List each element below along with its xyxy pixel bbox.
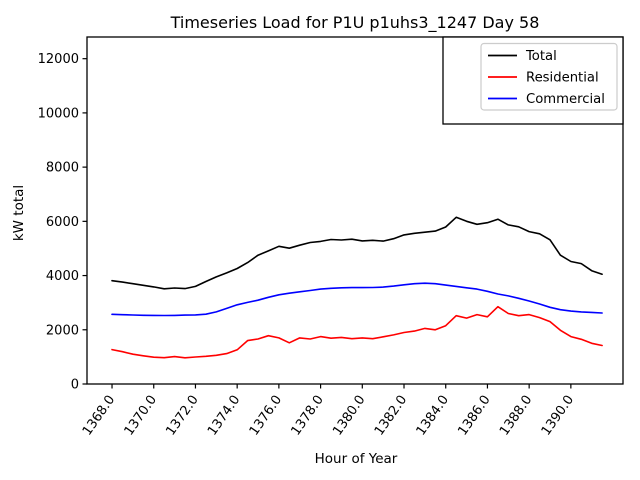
x-tick-label: 1378.0 xyxy=(288,393,326,439)
x-tick-label: 1380.0 xyxy=(330,393,368,439)
y-tick-label: 8000 xyxy=(46,161,79,176)
y-tick-label: 12000 xyxy=(38,52,79,67)
x-tick-label: 1372.0 xyxy=(163,393,201,439)
series-line-total xyxy=(111,216,603,290)
legend-box xyxy=(480,42,618,111)
chart-title: Timeseries Load for P1U p1uhs3_1247 Day … xyxy=(170,13,540,33)
y-tick-label: 6000 xyxy=(46,215,79,230)
series-line-residential xyxy=(111,305,603,359)
y-axis-label: kW total xyxy=(11,185,27,241)
x-axis-ticks: 1368.0 1370.0 1372.0 1374.0 1376.0 1378.0 1380… xyxy=(80,384,577,439)
x-tick-label: 1388.0 xyxy=(497,393,535,439)
x-tick-label: 1370.0 xyxy=(122,393,160,439)
legend-label-commercial: Commercial xyxy=(526,92,605,107)
y-tick-label: 2000 xyxy=(46,323,79,338)
y-tick-label: 0 xyxy=(71,378,79,393)
x-tick-label: 1368.0 xyxy=(80,393,118,439)
plot-area-frame xyxy=(86,36,624,385)
y-tick-label: 10000 xyxy=(38,106,79,121)
legend-label-residential: Residential xyxy=(526,71,599,86)
y-tick-label: 4000 xyxy=(46,269,79,284)
x-tick-label: 1384.0 xyxy=(414,393,452,439)
y-axis-ticks: 0 2000 4000 6000 8000 10000 12000 xyxy=(38,52,87,393)
x-tick-label: 1376.0 xyxy=(247,393,285,439)
x-tick-label: 1390.0 xyxy=(539,393,577,439)
x-tick-label: 1374.0 xyxy=(205,393,243,439)
x-tick-label: 1386.0 xyxy=(455,393,493,439)
legend-label-total: Total xyxy=(525,49,557,64)
x-axis-label: Hour of Year xyxy=(315,451,398,467)
series-lines xyxy=(111,216,603,359)
x-tick-label: 1382.0 xyxy=(372,393,410,439)
series-line-commercial xyxy=(111,282,603,317)
legend: Total Residential Commercial xyxy=(442,36,624,125)
